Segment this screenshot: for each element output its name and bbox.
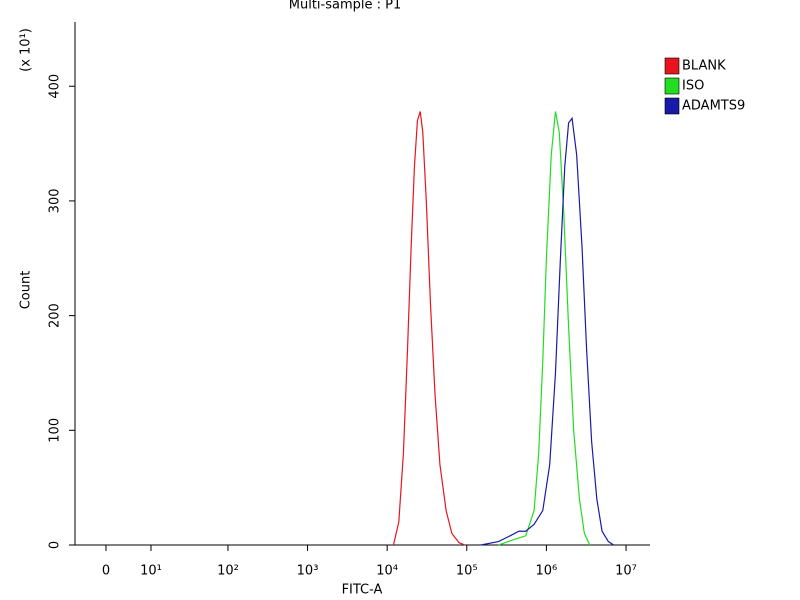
chart-title: Multi-sample : P1 — [289, 0, 402, 13]
legend-label: BLANK — [682, 59, 726, 74]
x-tick-label: 10⁷ — [615, 564, 637, 579]
y-tick-label: 100 — [48, 418, 63, 443]
x-tick-label: 10² — [217, 564, 239, 579]
y-tick-label: 200 — [48, 303, 63, 328]
x-tick-label: 10¹ — [140, 564, 162, 579]
y-tick-label: 400 — [48, 74, 63, 99]
x-tick-label: 10³ — [297, 564, 319, 579]
x-tick-label: 0 — [102, 564, 110, 579]
legend-swatch — [664, 97, 680, 115]
x-tick-label: 10⁴ — [376, 564, 398, 579]
legend-label: ISO — [682, 79, 704, 94]
y-axis-label: Count — [19, 271, 34, 310]
y-tick-label: 300 — [48, 189, 63, 214]
x-tick-label: 10⁶ — [536, 564, 558, 579]
legend-swatch — [664, 77, 680, 95]
x-tick-label: 10⁵ — [456, 564, 478, 579]
x-axis-label: FITC-A — [342, 583, 383, 598]
legend-swatch — [664, 57, 680, 75]
y-tick-label: 0 — [48, 541, 63, 549]
legend-label: ADAMTS9 — [682, 99, 745, 114]
y-multiplier: (x 10¹) — [19, 28, 34, 72]
series-line — [480, 116, 615, 546]
series-line — [498, 111, 591, 546]
series-line — [392, 111, 466, 546]
